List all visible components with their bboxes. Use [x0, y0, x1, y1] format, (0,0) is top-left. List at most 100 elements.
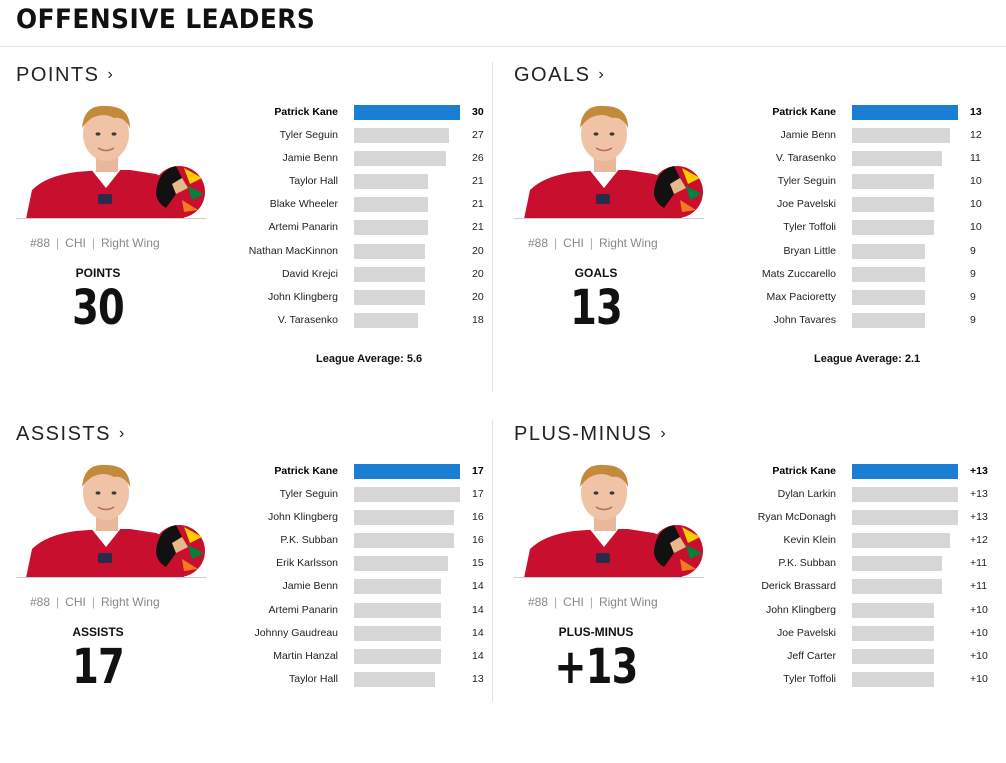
leader-row[interactable]: Patrick Kane 13	[714, 102, 994, 125]
leader-name[interactable]: Tyler Seguin	[279, 129, 338, 142]
leader-row[interactable]: Derick Brassard +11	[714, 576, 994, 599]
player-meta: #88 | CHI | Right Wing	[30, 595, 160, 609]
leader-bar-track	[354, 464, 460, 479]
leader-row[interactable]: V. Tarasenko 11	[714, 148, 994, 171]
player-team[interactable]: CHI	[65, 595, 86, 609]
leader-value: 13	[970, 106, 982, 118]
leader-row[interactable]: Jamie Benn 14	[216, 576, 496, 599]
leader-value: 9	[970, 267, 976, 280]
leader-name[interactable]: Taylor Hall	[288, 175, 338, 188]
leader-value: 13	[472, 672, 484, 685]
leader-row[interactable]: John Klingberg 16	[216, 507, 496, 530]
player-photo[interactable]	[524, 104, 704, 219]
player-photo[interactable]	[524, 463, 704, 578]
leader-name[interactable]: Dylan Larkin	[777, 488, 836, 501]
leader-row[interactable]: Joe Pavelski +10	[714, 623, 994, 646]
leader-name[interactable]: John Tavares	[773, 313, 836, 326]
leader-row[interactable]: Martin Hanzal 14	[216, 646, 496, 669]
leader-row[interactable]: Jamie Benn 12	[714, 125, 994, 148]
leader-name[interactable]: Jamie Benn	[780, 129, 836, 142]
panel-heading-link[interactable]: POINTS ›	[16, 64, 114, 87]
leader-row[interactable]: Patrick Kane +13	[714, 461, 994, 484]
leader-name[interactable]: John Klingberg	[765, 603, 836, 616]
leader-row[interactable]: P.K. Subban +11	[714, 553, 994, 576]
leader-row[interactable]: Jamie Benn 26	[216, 148, 496, 171]
leader-row[interactable]: Tyler Seguin 27	[216, 125, 496, 148]
leader-row[interactable]: Dylan Larkin +13	[714, 484, 994, 507]
panel-heading-link[interactable]: GOALS ›	[514, 64, 605, 87]
leader-name[interactable]: Mats Zuccarello	[761, 267, 836, 280]
leader-row[interactable]: Artemi Panarin 21	[216, 217, 496, 240]
leader-row[interactable]: Blake Wheeler 21	[216, 194, 496, 217]
player-team[interactable]: CHI	[563, 236, 584, 250]
leader-row[interactable]: Tyler Seguin 10	[714, 171, 994, 194]
panel-heading-link[interactable]: PLUS-MINUS ›	[514, 423, 667, 446]
panel-heading-text: PLUS-MINUS	[514, 423, 653, 445]
panel-heading-link[interactable]: ASSISTS ›	[16, 423, 126, 446]
leader-row[interactable]: Mats Zuccarello 9	[714, 264, 994, 287]
leader-row[interactable]: David Krejci 20	[216, 264, 496, 287]
leader-value: 12	[970, 129, 982, 142]
leader-row[interactable]: Johnny Gaudreau 14	[216, 623, 496, 646]
leader-name[interactable]: Patrick Kane	[274, 106, 338, 118]
leader-name[interactable]: V. Tarasenko	[775, 152, 836, 165]
player-team[interactable]: CHI	[563, 595, 584, 609]
leader-name[interactable]: Blake Wheeler	[269, 198, 338, 211]
leader-row[interactable]: Artemi Panarin 14	[216, 600, 496, 623]
leader-name[interactable]: David Krejci	[281, 267, 338, 280]
leader-row[interactable]: Taylor Hall 13	[216, 669, 496, 692]
leader-row[interactable]: Erik Karlsson 15	[216, 553, 496, 576]
leader-name[interactable]: Ryan McDonagh	[757, 511, 836, 524]
leader-name[interactable]: Tyler Seguin	[279, 488, 338, 501]
leader-name[interactable]: Patrick Kane	[772, 465, 836, 477]
leader-name[interactable]: P.K. Subban	[778, 557, 836, 570]
leader-row[interactable]: Patrick Kane 30	[216, 102, 496, 125]
leader-row[interactable]: Taylor Hall 21	[216, 171, 496, 194]
leader-row[interactable]: Joe Pavelski 10	[714, 194, 994, 217]
leader-row[interactable]: John Tavares 9	[714, 310, 994, 333]
leader-name[interactable]: Taylor Hall	[288, 672, 338, 685]
leader-bar-track	[354, 671, 460, 687]
leader-row[interactable]: Tyler Toffoli 10	[714, 217, 994, 240]
leader-row[interactable]: P.K. Subban 16	[216, 530, 496, 553]
leader-name[interactable]: Jamie Benn	[282, 152, 338, 165]
leader-name[interactable]: Erik Karlsson	[276, 557, 338, 570]
leader-row[interactable]: Jeff Carter +10	[714, 646, 994, 669]
leader-name[interactable]: Jamie Benn	[282, 580, 338, 593]
leader-name[interactable]: Tyler Toffoli	[783, 672, 836, 685]
leader-name[interactable]: Jeff Carter	[787, 649, 836, 662]
leader-row[interactable]: Tyler Seguin 17	[216, 484, 496, 507]
leader-name[interactable]: John Klingberg	[267, 290, 338, 303]
leader-name[interactable]: Joe Pavelski	[777, 626, 836, 639]
leader-row[interactable]: John Klingberg 20	[216, 287, 496, 310]
leader-row[interactable]: Kevin Klein +12	[714, 530, 994, 553]
leader-name[interactable]: Tyler Seguin	[777, 175, 836, 188]
leader-name[interactable]: Patrick Kane	[274, 465, 338, 477]
leader-name[interactable]: Nathan MacKinnon	[248, 244, 338, 257]
leader-name[interactable]: Johnny Gaudreau	[254, 626, 338, 639]
leader-name[interactable]: Artemi Panarin	[268, 603, 338, 616]
leader-name[interactable]: Kevin Klein	[783, 534, 836, 547]
leader-name[interactable]: V. Tarasenko	[277, 313, 338, 326]
leader-row[interactable]: Patrick Kane 17	[216, 461, 496, 484]
leader-row[interactable]: Ryan McDonagh +13	[714, 507, 994, 530]
leader-name[interactable]: Artemi Panarin	[268, 221, 338, 234]
leader-name[interactable]: Max Pacioretty	[766, 290, 836, 303]
player-photo[interactable]	[26, 463, 206, 578]
leader-name[interactable]: Tyler Toffoli	[783, 221, 836, 234]
leader-name[interactable]: Bryan Little	[783, 244, 836, 257]
leader-name[interactable]: P.K. Subban	[280, 534, 338, 547]
leader-name[interactable]: John Klingberg	[267, 511, 338, 524]
leader-name[interactable]: Martin Hanzal	[273, 649, 338, 662]
player-photo[interactable]	[26, 104, 206, 219]
leader-row[interactable]: Bryan Little 9	[714, 241, 994, 264]
leader-row[interactable]: Nathan MacKinnon 20	[216, 241, 496, 264]
leader-row[interactable]: Tyler Toffoli +10	[714, 669, 994, 692]
leader-name[interactable]: Joe Pavelski	[777, 198, 836, 211]
leader-name[interactable]: Derick Brassard	[761, 580, 836, 593]
leader-row[interactable]: John Klingberg +10	[714, 600, 994, 623]
leader-row[interactable]: V. Tarasenko 18	[216, 310, 496, 333]
leader-row[interactable]: Max Pacioretty 9	[714, 287, 994, 310]
player-team[interactable]: CHI	[65, 236, 86, 250]
leader-name[interactable]: Patrick Kane	[772, 106, 836, 118]
